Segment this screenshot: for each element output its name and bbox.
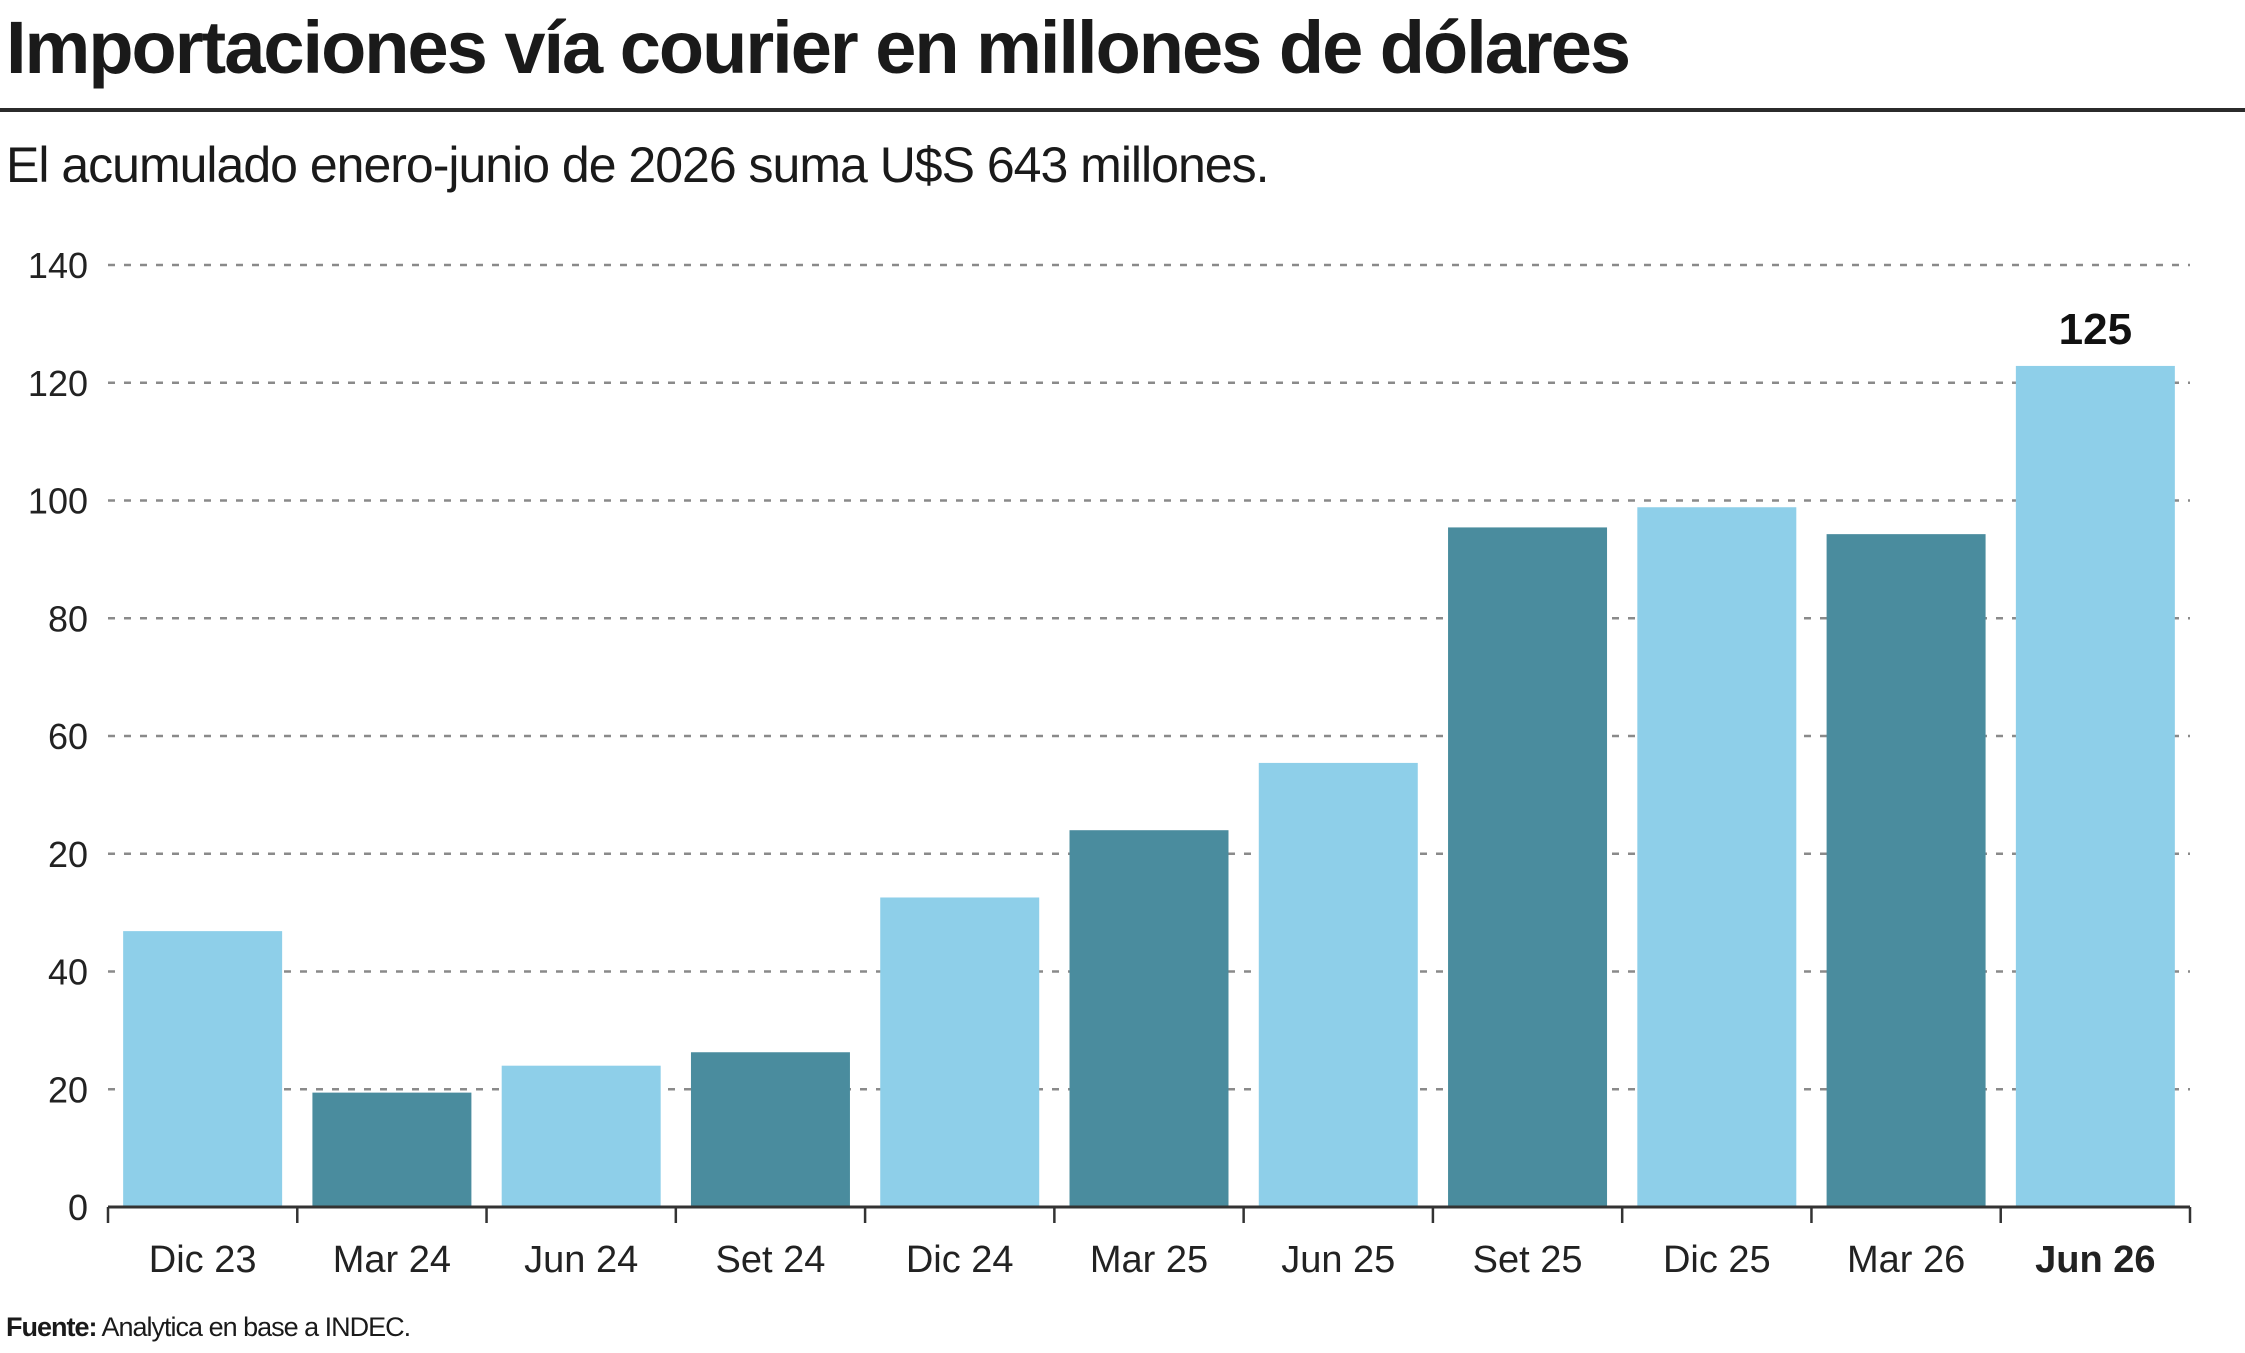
y-axis-ticks: 140 120 100 80 60 20 40 20 0 — [28, 245, 88, 1228]
chart-subtitle: El acumulado enero-junio de 2026 suma U$… — [6, 137, 1269, 193]
x-tick-label: Set 24 — [716, 1239, 826, 1281]
bar — [1448, 527, 1608, 1207]
y-tick-label: 140 — [28, 245, 88, 286]
source-label: Fuente: — [6, 1312, 97, 1342]
bar — [880, 897, 1040, 1207]
bar — [123, 931, 283, 1207]
bar — [1069, 830, 1229, 1207]
y-tick-label: 120 — [28, 363, 88, 404]
x-tick-label: Dic 23 — [149, 1239, 257, 1281]
bars — [123, 365, 2175, 1207]
x-tick-label: Set 25 — [1473, 1239, 1583, 1281]
x-tick-label: Dic 24 — [906, 1239, 1014, 1281]
x-axis — [106, 1205, 2192, 1223]
bar — [1826, 534, 1986, 1207]
bar — [690, 1052, 850, 1207]
bar — [2015, 365, 2175, 1207]
y-tick-label: 80 — [48, 598, 88, 639]
y-tick-label: 40 — [48, 952, 88, 993]
title-divider — [0, 108, 2245, 112]
x-axis-ticks: Dic 23 Mar 24 Jun 24 Set 24 Dic 24 Mar 25 Jun … — [149, 1239, 2156, 1281]
x-tick-label: Dic 25 — [1663, 1239, 1771, 1281]
data-labels: 125 — [2059, 305, 2132, 354]
source-text: Analytica en base a INDEC. — [101, 1312, 412, 1342]
x-tick-label: Mar 26 — [1847, 1239, 1965, 1281]
x-tick-label: Jun 24 — [524, 1239, 638, 1281]
x-tick-label: Mar 25 — [1090, 1239, 1208, 1281]
data-label: 125 — [2059, 305, 2132, 354]
bar — [1258, 762, 1418, 1207]
x-tick-label: Jun 26 — [2035, 1239, 2155, 1281]
y-tick-label: 20 — [48, 1069, 88, 1110]
y-tick-label: 0 — [68, 1187, 88, 1228]
y-tick-label: 60 — [48, 716, 88, 757]
source-note: Fuente: Analytica en base a INDEC. — [6, 1312, 412, 1343]
x-tick-label: Jun 25 — [1281, 1239, 1395, 1281]
y-tick-label: 100 — [28, 481, 88, 522]
bar — [501, 1065, 661, 1207]
y-tick-label: 20 — [48, 834, 88, 875]
chart-title: Importaciones vía courier en millones de… — [6, 6, 1631, 89]
bar — [312, 1092, 472, 1207]
bar — [1637, 507, 1797, 1207]
x-tick-label: Mar 24 — [333, 1239, 451, 1281]
